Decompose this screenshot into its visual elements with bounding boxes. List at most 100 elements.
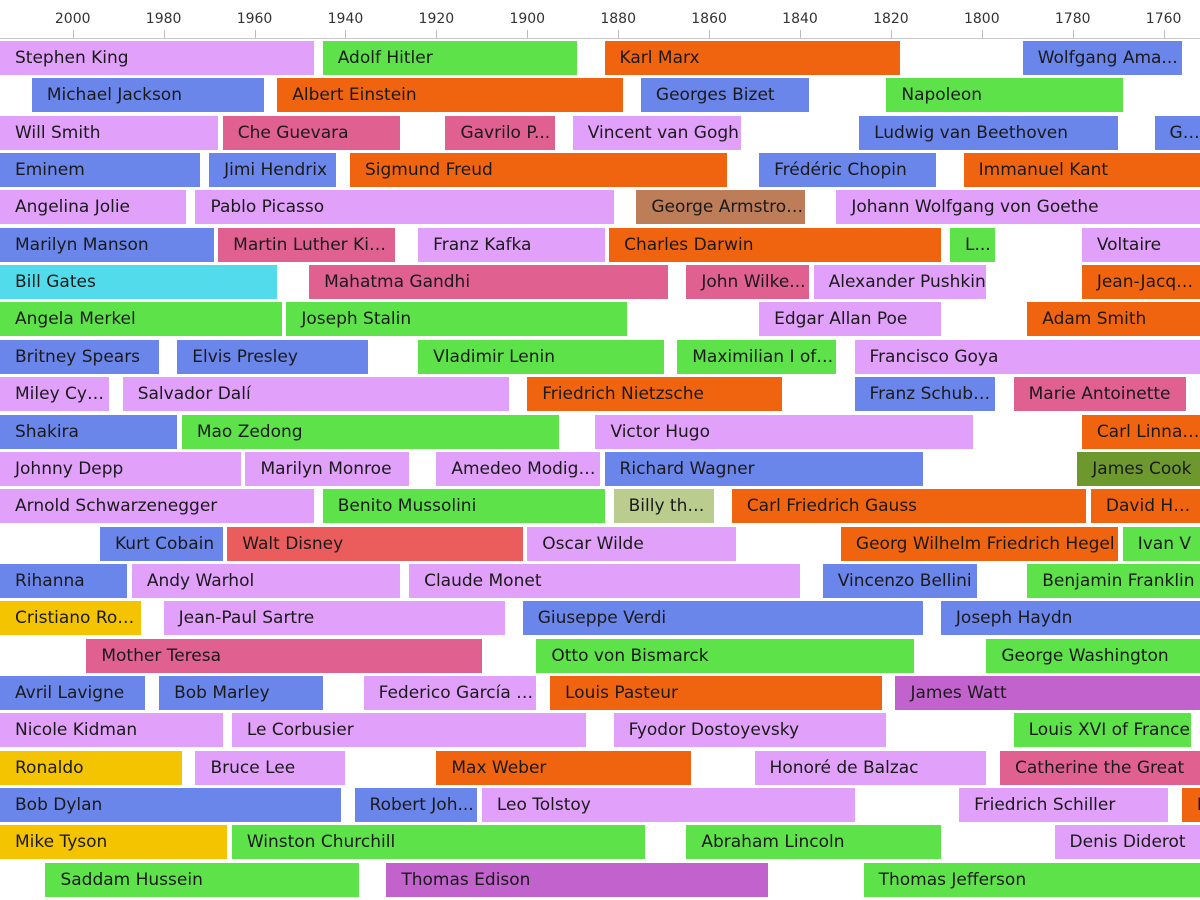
timeline-bar[interactable]: Robert Joh... [354, 788, 478, 822]
timeline-bar[interactable]: Elvis Presley [177, 339, 369, 374]
timeline-bar[interactable]: Otto von Bismarck [536, 638, 914, 673]
timeline-bar[interactable]: Ronaldo [0, 750, 182, 785]
timeline-bar[interactable]: Charles Darwin [609, 227, 941, 262]
timeline-bar[interactable]: Ludwig van Beethoven [859, 115, 1119, 150]
timeline-bar[interactable]: Claude Monet [409, 563, 800, 598]
timeline-bar[interactable]: Stephen King [0, 41, 314, 75]
timeline-bar[interactable]: Bruce Lee [195, 750, 346, 785]
timeline-bar[interactable]: Rihanna [0, 563, 128, 598]
timeline-bar[interactable]: Joseph Haydn [940, 601, 1200, 636]
timeline-bar[interactable]: George Armstron... [636, 190, 805, 225]
timeline-bar[interactable]: Thomas Jefferson [863, 862, 1200, 897]
timeline-bar[interactable]: Angelina Jolie [0, 190, 187, 225]
timeline-bar[interactable]: Karl Marx [604, 41, 900, 75]
timeline-bar[interactable]: Franz Kafka [418, 227, 605, 262]
timeline-bar[interactable]: Mao Zedong [181, 414, 560, 449]
timeline-bar[interactable]: Vincenzo Bellini [822, 563, 978, 598]
timeline-bar[interactable]: Immanuel Kant [963, 153, 1200, 188]
timeline-bar[interactable]: Benito Mussolini [322, 489, 605, 524]
timeline-bar[interactable]: Saddam Hussein [45, 862, 360, 897]
timeline-bar[interactable]: James Cook [1077, 451, 1200, 486]
timeline-bar[interactable]: John Wilke... [686, 265, 810, 300]
timeline-bar[interactable]: Marie Antoinette [1013, 377, 1187, 412]
timeline-bar[interactable]: Edgar Allan Poe [759, 302, 941, 337]
timeline-bar[interactable]: Louis Pasteur [550, 675, 882, 710]
timeline-bar[interactable]: Avril Lavigne [0, 675, 146, 710]
timeline-bar[interactable]: Amedeo Modigli... [436, 451, 600, 486]
timeline-bar[interactable]: Angela Merkel [0, 302, 282, 337]
timeline-bar[interactable]: Thomas Edison [386, 862, 769, 897]
timeline-bar[interactable]: L... [950, 227, 996, 262]
timeline-bar[interactable]: Oscar Wilde [527, 526, 737, 561]
timeline-bar[interactable]: Fyodor Dostoyevsky [613, 713, 887, 748]
timeline-bar[interactable]: Le Corbusier [231, 713, 587, 748]
timeline-bar[interactable]: Vladimir Lenin [418, 339, 664, 374]
timeline-bar[interactable]: M [1181, 788, 1200, 822]
timeline-bar[interactable]: Kurt Cobain [100, 526, 223, 561]
timeline-bar[interactable]: Adolf Hitler [322, 41, 578, 75]
timeline-bar[interactable]: George [1154, 115, 1200, 150]
timeline-bar[interactable]: Andy Warhol [131, 563, 400, 598]
timeline-bar[interactable]: Martin Luther Kin... [218, 227, 396, 262]
timeline-bar[interactable]: Carl Friedrich Gauss [731, 489, 1087, 524]
timeline-bar[interactable]: Shakira [0, 414, 178, 449]
timeline-bar[interactable]: George Washington [986, 638, 1200, 673]
timeline-bar[interactable]: Johann Wolfgang von Goethe [836, 190, 1200, 225]
timeline-bar[interactable]: Marilyn Manson [0, 227, 214, 262]
timeline-bar[interactable]: Nicole Kidman [0, 713, 223, 748]
timeline-bar[interactable]: Johnny Depp [0, 451, 241, 486]
timeline-bar[interactable]: Leo Tolstoy [481, 788, 855, 822]
timeline-bar[interactable]: Georges Bizet [640, 78, 810, 113]
timeline-bar[interactable]: Joseph Stalin [286, 302, 628, 337]
timeline-bar[interactable]: Jean-Jacques Rousseau [1081, 265, 1200, 300]
timeline-bar[interactable]: Friedrich Nietzsche [527, 377, 782, 412]
timeline-bar[interactable]: Louis XVI of France [1013, 713, 1191, 748]
timeline-bar[interactable]: Richard Wagner [604, 451, 923, 486]
timeline-bar[interactable]: Miley Cyrus [0, 377, 110, 412]
timeline-bar[interactable]: Carl Linnaeus [1081, 414, 1200, 449]
timeline-bar[interactable]: Bill Gates [0, 265, 278, 300]
timeline-bar[interactable]: Bob Marley [159, 675, 323, 710]
timeline-bar[interactable]: Georg Wilhelm Friedrich Hegel [840, 526, 1119, 561]
timeline-bar[interactable]: Jimi Hendrix [209, 153, 337, 188]
timeline-bar[interactable]: Eminem [0, 153, 200, 188]
timeline-bar[interactable]: Britney Spears [0, 339, 160, 374]
timeline-bar[interactable]: Che Guevara [222, 115, 400, 150]
timeline-bar[interactable]: Alexander Pushkin [813, 265, 987, 300]
timeline-bar[interactable]: Napoleon [886, 78, 1123, 113]
timeline-bar[interactable]: Frédéric Chopin [759, 153, 937, 188]
timeline-bar[interactable]: Arnold Schwarzenegger [0, 489, 314, 524]
timeline-bar[interactable]: Denis Diderot [1054, 825, 1200, 860]
timeline-bar[interactable]: Billy the... [613, 489, 714, 524]
timeline-bar[interactable]: Maximilian I of ... [677, 339, 837, 374]
timeline-bar[interactable]: Gavrilo P... [445, 115, 555, 150]
timeline-bar[interactable]: Vincent van Gogh [572, 115, 741, 150]
timeline-bar[interactable]: Francisco Goya [854, 339, 1200, 374]
timeline-bar[interactable]: Mahatma Gandhi [309, 265, 669, 300]
timeline-bar[interactable]: Salvador Dalí [122, 377, 510, 412]
timeline-bar[interactable]: James Watt [895, 675, 1200, 710]
timeline-bar[interactable]: Adam Smith [1027, 302, 1200, 337]
timeline-bar[interactable]: Franz Schubert [854, 377, 996, 412]
timeline-bar[interactable]: Abraham Lincoln [686, 825, 941, 860]
timeline-bar[interactable]: Mother Teresa [86, 638, 482, 673]
timeline-bar[interactable]: Sigmund Freud [350, 153, 728, 188]
timeline-bar[interactable]: Bob Dylan [0, 788, 341, 822]
timeline-bar[interactable]: Catherine the Great [1000, 750, 1200, 785]
timeline-bar[interactable]: Max Weber [436, 750, 691, 785]
timeline-bar[interactable]: Friedrich Schiller [959, 788, 1169, 822]
timeline-bar[interactable]: Giuseppe Verdi [522, 601, 923, 636]
timeline-bar[interactable]: Victor Hugo [595, 414, 973, 449]
timeline-bar[interactable]: Cristiano Ron... [0, 601, 141, 636]
timeline-bar[interactable]: Honoré de Balzac [754, 750, 987, 785]
timeline-bar[interactable]: Mike Tyson [0, 825, 228, 860]
timeline-bar[interactable]: Pablo Picasso [195, 190, 614, 225]
timeline-bar[interactable]: Benjamin Franklin [1027, 563, 1200, 598]
timeline-bar[interactable]: Michael Jackson [31, 78, 264, 113]
timeline-bar[interactable]: Walt Disney [227, 526, 523, 561]
timeline-bar[interactable]: Will Smith [0, 115, 219, 150]
timeline-bar[interactable]: David Hume [1090, 489, 1200, 524]
timeline-bar[interactable]: Winston Churchill [231, 825, 646, 860]
timeline-bar[interactable]: Federico García L... [363, 675, 537, 710]
timeline-bar[interactable]: Albert Einstein [277, 78, 623, 113]
